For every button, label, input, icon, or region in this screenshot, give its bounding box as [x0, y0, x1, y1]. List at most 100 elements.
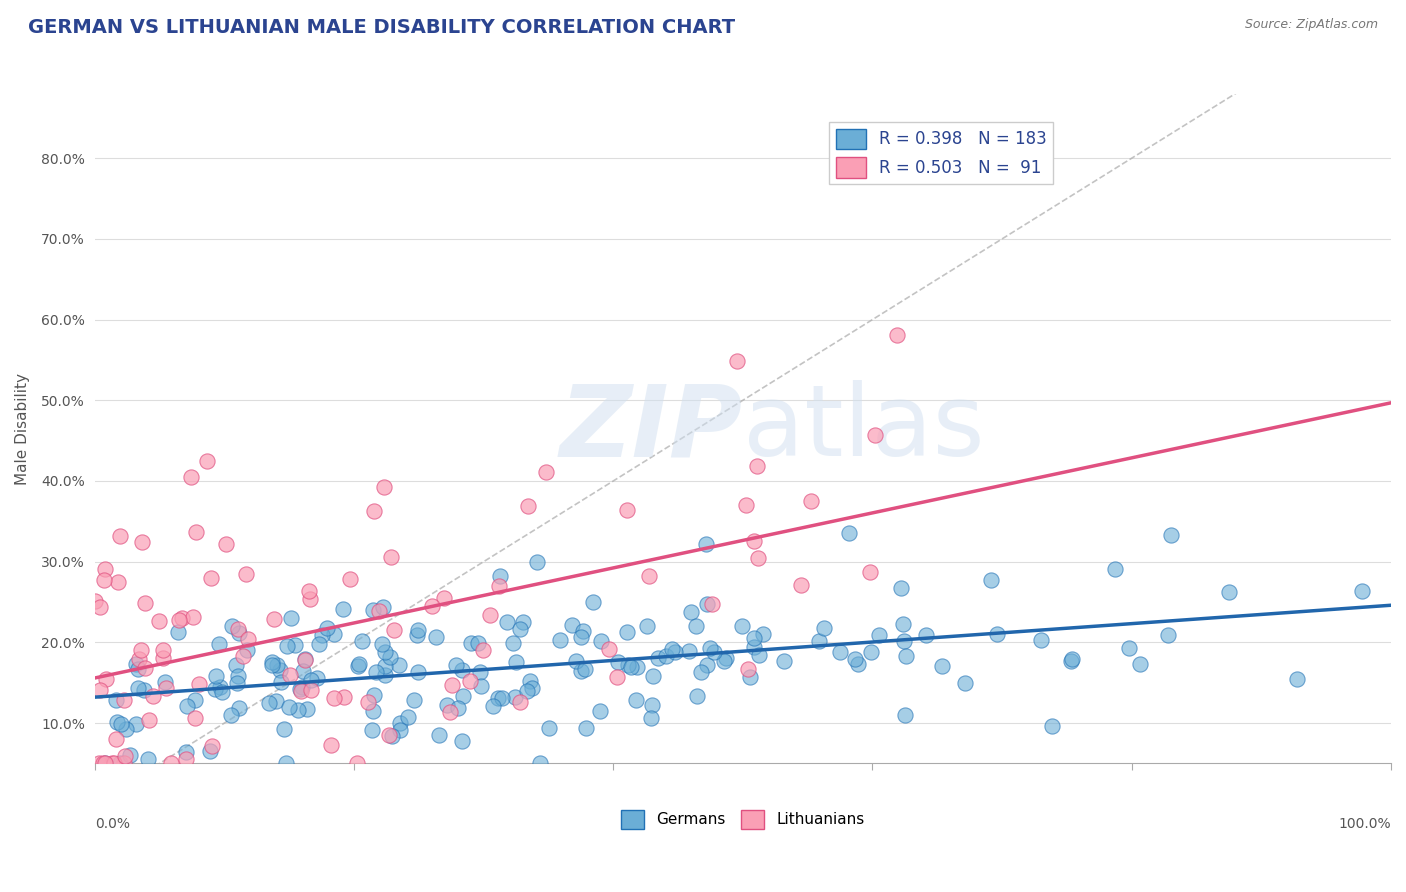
Lithuanians [790, 578, 813, 592]
Germans [105, 715, 128, 730]
Lithuanians [134, 661, 156, 675]
Germans [257, 696, 280, 710]
Germans [607, 655, 630, 669]
Lithuanians [886, 327, 908, 342]
Germans [184, 692, 207, 706]
Lithuanians [290, 684, 312, 698]
Lithuanians [181, 610, 204, 624]
Germans [363, 688, 385, 702]
Germans [491, 691, 513, 706]
Germans [1060, 654, 1083, 668]
Germans [209, 680, 232, 694]
Germans [846, 657, 869, 672]
Germans [807, 633, 830, 648]
Germans [127, 681, 149, 695]
Lithuanians [215, 537, 238, 551]
Text: ZIP: ZIP [560, 380, 742, 477]
Germans [127, 662, 149, 676]
Germans [520, 681, 543, 695]
Germans [489, 569, 512, 583]
Germans [678, 644, 700, 658]
Germans [931, 659, 953, 673]
Germans [198, 743, 221, 757]
Lithuanians [799, 494, 821, 508]
Lithuanians [169, 614, 191, 628]
Germans [813, 621, 835, 635]
Germans [444, 658, 467, 673]
Lithuanians [89, 600, 111, 615]
Text: atlas: atlas [742, 380, 984, 477]
Lithuanians [725, 354, 748, 368]
Germans [486, 690, 509, 705]
Germans [264, 694, 287, 708]
Lithuanians [160, 756, 183, 771]
Text: GERMAN VS LITHUANIAN MALE DISABILITY CORRELATION CHART: GERMAN VS LITHUANIAN MALE DISABILITY COR… [28, 18, 735, 37]
Germans [288, 682, 311, 697]
Germans [838, 526, 860, 541]
Text: Source: ZipAtlas.com: Source: ZipAtlas.com [1244, 18, 1378, 31]
Germans [389, 716, 412, 731]
Germans [661, 642, 683, 657]
Germans [176, 698, 198, 713]
Germans [569, 630, 592, 644]
Germans [219, 708, 242, 723]
Germans [495, 615, 517, 629]
Lithuanians [89, 682, 111, 697]
Germans [512, 615, 534, 630]
Germans [221, 618, 243, 632]
Lithuanians [183, 711, 205, 725]
Germans [681, 605, 703, 619]
Germans [617, 657, 640, 672]
Germans [641, 698, 664, 713]
Germans [451, 689, 474, 703]
Germans [226, 669, 249, 683]
Lithuanians [148, 614, 170, 628]
Lithuanians [174, 752, 197, 766]
Germans [699, 641, 721, 656]
Germans [332, 602, 354, 616]
Lithuanians [368, 604, 391, 618]
Germans [572, 624, 595, 639]
Lithuanians [263, 612, 285, 626]
Germans [529, 756, 551, 771]
Germans [266, 658, 288, 673]
Germans [731, 618, 754, 632]
Germans [352, 634, 374, 648]
Germans [664, 645, 686, 659]
Germans [914, 628, 936, 642]
Germans [460, 636, 482, 650]
Lithuanians [278, 668, 301, 682]
Lithuanians [101, 756, 124, 771]
Germans [1285, 672, 1308, 686]
Lithuanians [188, 677, 211, 691]
Germans [696, 657, 718, 672]
Lithuanians [479, 607, 502, 622]
Lithuanians [94, 562, 117, 576]
Lithuanians [89, 756, 111, 771]
Germans [110, 716, 132, 731]
Germans [569, 665, 592, 679]
Germans [626, 660, 648, 674]
Germans [115, 723, 138, 737]
Germans [742, 640, 765, 654]
Legend: R = 0.398   N = 183, R = 0.503   N =  91: R = 0.398 N = 183, R = 0.503 N = 91 [830, 122, 1053, 185]
Lithuanians [114, 748, 136, 763]
Germans [894, 708, 917, 723]
Lithuanians [93, 573, 115, 587]
Germans [695, 536, 717, 550]
Germans [371, 599, 394, 614]
Germans [291, 664, 314, 678]
Lithuanians [488, 579, 510, 593]
Germans [406, 665, 429, 680]
Germans [647, 651, 669, 665]
Germans [859, 645, 882, 659]
Lithuanians [737, 662, 759, 676]
Germans [470, 679, 492, 693]
Germans [204, 681, 226, 696]
Germans [429, 728, 451, 742]
Germans [690, 665, 713, 680]
Lithuanians [134, 596, 156, 610]
Germans [953, 675, 976, 690]
Germans [502, 636, 524, 650]
Germans [1218, 585, 1240, 599]
